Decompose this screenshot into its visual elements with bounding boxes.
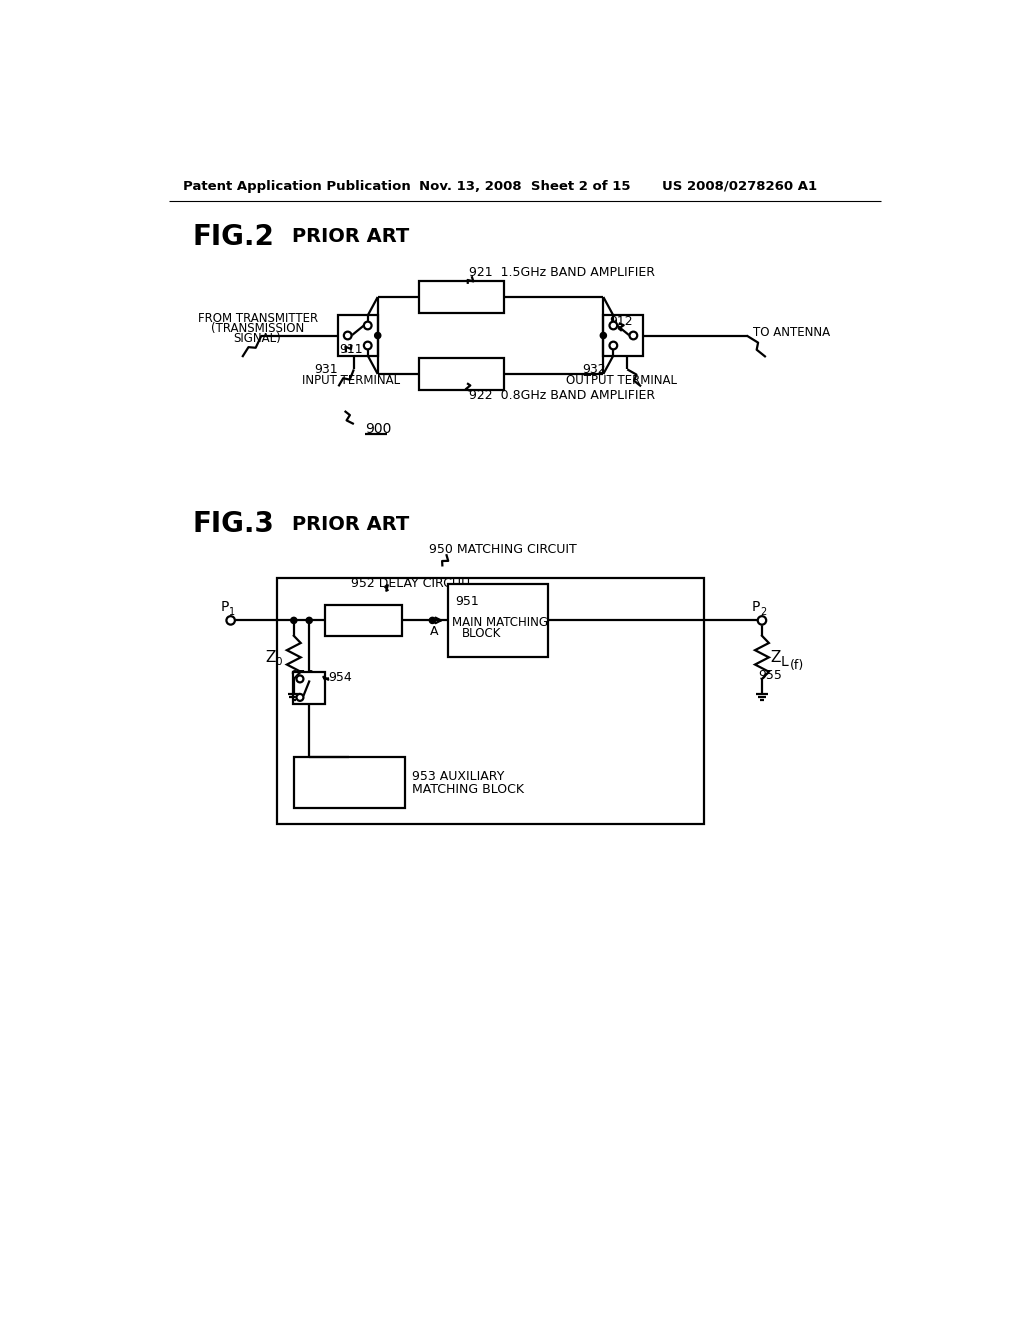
- Circle shape: [758, 616, 766, 624]
- Bar: [338, 315, 378, 355]
- Text: 955: 955: [758, 669, 782, 682]
- Text: Z: Z: [265, 649, 275, 665]
- Circle shape: [609, 342, 617, 350]
- Text: 953 AUXILIARY: 953 AUXILIARY: [412, 770, 504, 783]
- Text: SIGNAL): SIGNAL): [233, 333, 282, 345]
- Text: US 2008/0278260 A1: US 2008/0278260 A1: [662, 180, 817, 193]
- Circle shape: [344, 331, 351, 339]
- Text: BLOCK: BLOCK: [462, 627, 501, 640]
- Text: 956: 956: [290, 669, 313, 682]
- Text: L: L: [780, 655, 788, 669]
- Text: 900: 900: [366, 422, 392, 437]
- Text: FROM TRANSMITTER: FROM TRANSMITTER: [198, 312, 317, 325]
- Text: 0: 0: [275, 657, 282, 667]
- Circle shape: [600, 333, 606, 339]
- Text: FIG.3: FIG.3: [193, 510, 274, 539]
- Text: 931: 931: [313, 363, 338, 376]
- Bar: [419, 281, 504, 313]
- Text: 1: 1: [229, 607, 236, 616]
- Circle shape: [364, 322, 372, 330]
- Bar: [293, 672, 326, 705]
- Text: 954: 954: [329, 671, 352, 684]
- Bar: [276, 578, 705, 825]
- Text: 951: 951: [456, 594, 479, 607]
- Circle shape: [630, 331, 637, 339]
- Text: Patent Application Publication: Patent Application Publication: [183, 180, 411, 193]
- Circle shape: [375, 333, 381, 339]
- Text: INPUT TERMINAL: INPUT TERMINAL: [301, 375, 399, 388]
- Bar: [325, 605, 401, 636]
- Text: PRIOR ART: PRIOR ART: [292, 227, 410, 247]
- Circle shape: [306, 618, 312, 623]
- Text: 952 DELAY CIRCUIT: 952 DELAY CIRCUIT: [351, 577, 472, 590]
- Text: P: P: [220, 601, 228, 614]
- Circle shape: [364, 342, 372, 350]
- Text: 912: 912: [609, 315, 633, 329]
- Text: Nov. 13, 2008  Sheet 2 of 15: Nov. 13, 2008 Sheet 2 of 15: [419, 180, 631, 193]
- Bar: [419, 358, 504, 391]
- Circle shape: [429, 618, 435, 623]
- Text: MATCHING BLOCK: MATCHING BLOCK: [412, 783, 523, 796]
- Text: 922  0.8GHz BAND AMPLIFIER: 922 0.8GHz BAND AMPLIFIER: [469, 389, 655, 403]
- Text: MAIN MATCHING: MAIN MATCHING: [452, 616, 548, 630]
- Circle shape: [226, 616, 234, 624]
- Text: A: A: [430, 624, 438, 638]
- Bar: [294, 758, 406, 808]
- Text: P: P: [752, 601, 760, 614]
- Text: Z: Z: [771, 649, 781, 665]
- Bar: [603, 315, 643, 355]
- Text: (TRANSMISSION: (TRANSMISSION: [211, 322, 304, 335]
- Text: OUTPUT TERMINAL: OUTPUT TERMINAL: [565, 375, 677, 388]
- Text: PRIOR ART: PRIOR ART: [292, 515, 410, 533]
- Text: 911: 911: [339, 343, 362, 356]
- Text: 921  1.5GHz BAND AMPLIFIER: 921 1.5GHz BAND AMPLIFIER: [469, 265, 655, 279]
- Text: 950 MATCHING CIRCUIT: 950 MATCHING CIRCUIT: [429, 543, 578, 556]
- Text: (f): (f): [790, 659, 804, 672]
- Text: 932: 932: [583, 363, 606, 376]
- Text: 2: 2: [761, 607, 767, 616]
- Circle shape: [297, 694, 303, 701]
- Bar: [447, 585, 548, 657]
- Circle shape: [297, 676, 303, 682]
- Text: FIG.2: FIG.2: [193, 223, 274, 251]
- Circle shape: [609, 322, 617, 330]
- Text: TO ANTENNA: TO ANTENNA: [753, 326, 829, 339]
- Circle shape: [291, 618, 297, 623]
